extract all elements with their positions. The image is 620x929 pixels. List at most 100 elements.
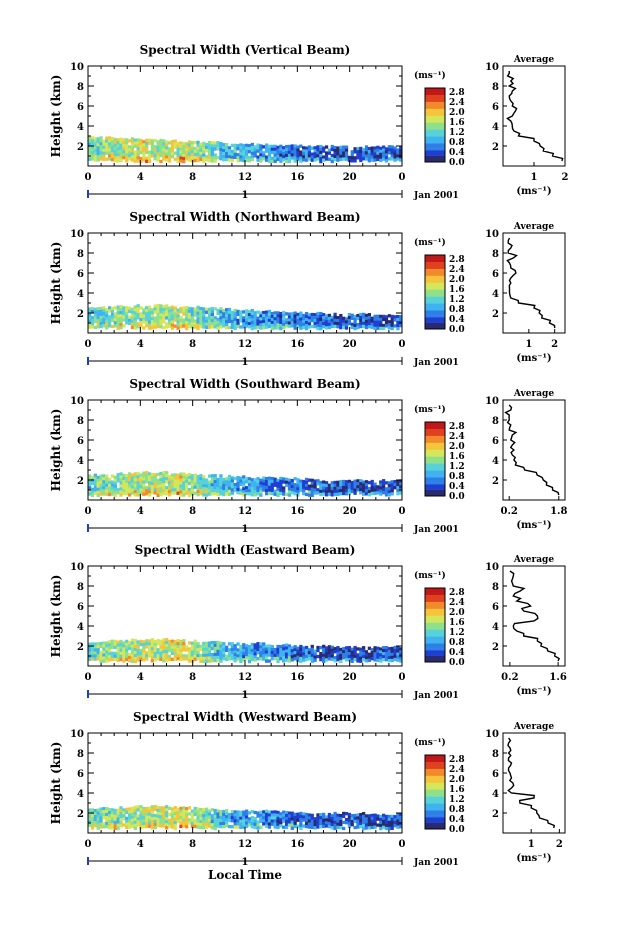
heatmap-cell	[153, 642, 157, 647]
colorbar-floor	[425, 156, 445, 162]
heatmap-cell	[267, 312, 272, 317]
heatmap-cell	[379, 492, 383, 496]
heatmap-cell	[219, 477, 223, 481]
heatmap-cell	[179, 472, 183, 476]
heatmap-cell	[250, 810, 254, 814]
heatmap-cell	[150, 320, 155, 324]
heatmap-cell	[147, 487, 152, 491]
heatmap-cell	[302, 479, 306, 484]
heatmap-cell	[159, 138, 163, 143]
heatmap-cell	[284, 816, 289, 821]
heatmap-cell	[213, 823, 217, 828]
heatmap-cell	[125, 489, 129, 493]
y-tick-label: 8	[77, 582, 84, 593]
heatmap-cell	[233, 314, 237, 319]
heatmap-cell	[239, 644, 243, 649]
heatmap-cell	[193, 473, 197, 477]
y-tick-label: 10	[70, 229, 84, 240]
heatmap-cell	[185, 323, 189, 328]
heatmap-cell	[227, 642, 232, 646]
heatmap-cell	[367, 481, 371, 485]
heatmap-cell	[384, 823, 389, 828]
heatmap-cell	[139, 479, 143, 483]
heatmap-cell	[199, 151, 203, 156]
colorbar-step	[425, 615, 445, 619]
heatmap-cell	[107, 151, 112, 155]
heatmap-cell	[127, 493, 132, 497]
colorbar-floor	[425, 490, 445, 496]
heatmap-cell	[359, 821, 363, 826]
heatmap-cell	[116, 491, 120, 495]
heatmap-cell	[96, 481, 100, 486]
heatmap-cell	[159, 815, 163, 819]
profile-y-tick-label: 4	[492, 789, 499, 800]
x-tick-label: 8	[189, 339, 196, 350]
heatmap-cell	[173, 476, 177, 480]
colorbar-tick-label: 1.6	[449, 118, 465, 128]
heatmap-cell	[102, 650, 106, 654]
heatmap-cell	[125, 156, 129, 160]
heatmap-cell	[350, 325, 354, 329]
date-label: Jan 2001	[413, 691, 459, 701]
heatmap-cell	[136, 138, 140, 142]
heatmap-cell	[187, 306, 192, 311]
heatmap-cell	[193, 310, 197, 314]
heatmap-cell	[145, 147, 149, 151]
heatmap-cell	[373, 822, 377, 826]
heatmap-cell	[113, 312, 117, 316]
heatmap-cell	[259, 153, 263, 157]
heatmap-cell	[296, 655, 300, 659]
y-tick-label: 10	[70, 62, 84, 73]
heatmap-cell	[99, 819, 103, 823]
heatmap-cell	[262, 319, 266, 324]
heatmap-cell	[399, 482, 403, 486]
heatmap-cell	[139, 318, 143, 322]
heatmap-cell	[187, 158, 192, 162]
heatmap-cell	[390, 486, 394, 490]
heatmap-cell	[350, 316, 354, 320]
heatmap-cell	[202, 478, 206, 482]
heatmap-cell	[216, 480, 220, 485]
heatmap-cell	[207, 818, 212, 822]
heatmap-cell	[145, 312, 149, 316]
heatmap-cell	[296, 493, 300, 497]
heatmap-cell	[336, 825, 340, 829]
heatmap-cell	[322, 486, 326, 490]
heatmap-cell	[193, 821, 197, 826]
heatmap-cell	[207, 641, 212, 645]
heatmap-cell	[222, 146, 226, 150]
heatmap-cell	[219, 148, 223, 152]
heatmap-cell	[199, 321, 203, 326]
heatmap-cell	[207, 140, 212, 145]
heatmap-cell	[170, 473, 175, 477]
heatmap-cell	[136, 325, 140, 329]
heatmap-cell	[304, 492, 309, 497]
heatmap-cell	[96, 654, 100, 658]
heatmap-cell	[304, 323, 309, 328]
heatmap-cell	[88, 820, 92, 824]
heatmap-cell	[199, 145, 203, 150]
heatmap-cell	[313, 485, 317, 489]
heatmap-cell	[119, 821, 123, 825]
heatmap-cell	[393, 486, 397, 490]
profile-x-label: (ms⁻¹)	[516, 353, 551, 364]
heatmap-cell	[307, 325, 312, 329]
heatmap-cell	[190, 147, 195, 151]
heatmap-cell	[185, 317, 189, 322]
heatmap-cell	[119, 326, 123, 330]
colorbar-step	[425, 90, 445, 93]
heatmap-cell	[276, 493, 280, 498]
heatmap-cell	[239, 647, 243, 652]
heatmap-cell	[267, 491, 272, 495]
heatmap-cell	[259, 810, 263, 814]
heatmap-cell	[210, 655, 214, 660]
heatmap-cell	[165, 820, 169, 824]
heatmap-cell	[205, 307, 209, 311]
heatmap-cell	[147, 493, 152, 497]
heatmap-cell	[162, 650, 166, 654]
heatmap-cell	[162, 659, 166, 663]
heatmap-cell	[359, 318, 363, 323]
heatmap-cell	[102, 483, 106, 487]
heatmap-cell	[99, 157, 103, 161]
